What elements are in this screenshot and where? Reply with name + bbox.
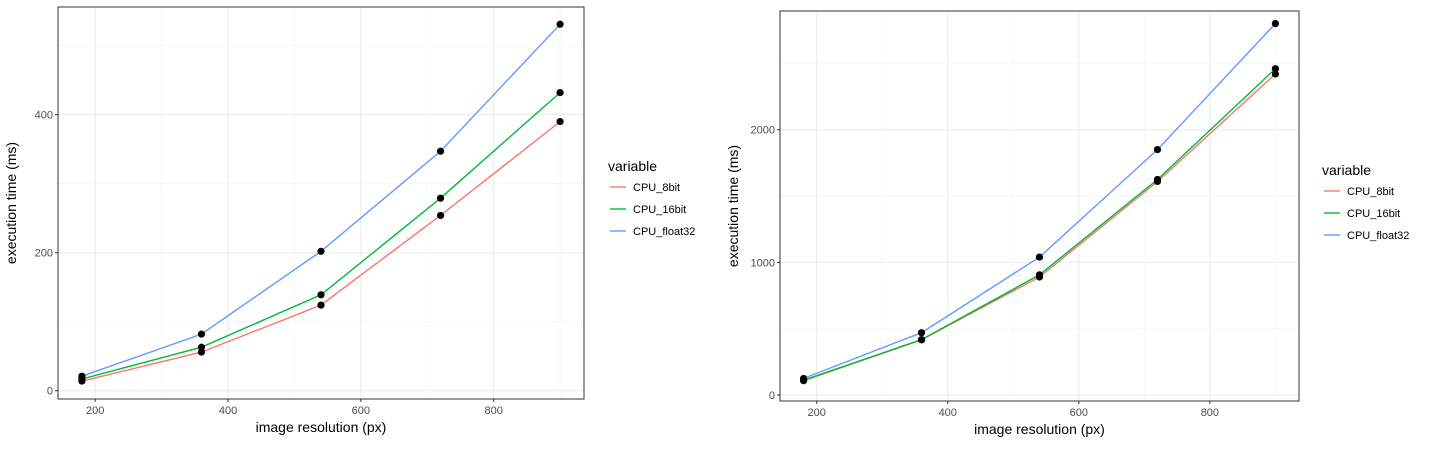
chart1-x-tick-label: 200: [86, 405, 104, 417]
chart2-legend: variable CPU_8bit CPU_16bit CPU_float32: [1322, 162, 1409, 242]
chart2-data-point-CPU_16bit: [1153, 175, 1162, 184]
chart2-series-line-CPU_float32: [803, 23, 1276, 380]
chart1-legend-label-CPU_8bit: CPU_8bit: [633, 182, 680, 194]
chart1-panel-border: [57, 6, 585, 400]
chart1-data-point-CPU_16bit: [556, 88, 564, 97]
chart1-y-tick-label: 0: [47, 386, 53, 398]
chart1-legend-title: variable: [608, 158, 657, 174]
chart2-data-point-CPU_float32: [1153, 146, 1162, 154]
chart2-y-tick-label: 1000: [751, 257, 775, 269]
chart1-data-point-CPU_8bit: [317, 301, 325, 309]
chart1-x-axis-title: image resolution (px): [256, 419, 387, 435]
chart2-y-tick-label: 0: [769, 390, 775, 402]
chart2-series-line-CPU_16bit: [803, 68, 1276, 381]
chart2-legend-title: variable: [1322, 162, 1371, 178]
chart1-data-point-CPU_float32: [556, 20, 564, 28]
chart2-x-tick-label: 800: [1201, 407, 1219, 419]
chart2-y-axis-title: execution time (ms): [725, 145, 741, 267]
chart2-legend-label-CPU_16bit: CPU_16bit: [1347, 208, 1400, 220]
chart1-data-point-CPU_float32: [317, 247, 325, 255]
chart1-y-tick-label: 400: [35, 110, 53, 122]
chart2-group: 200 400 600 800 0 1000 2000 image resolution (p…: [725, 10, 1409, 437]
chart1-legend-label-CPU_16bit: CPU_16bit: [633, 204, 686, 216]
chart1-x-tick-label: 400: [219, 405, 237, 417]
chart2-x-tick-label: 600: [1070, 407, 1088, 419]
chart1-series-line-CPU_16bit: [81, 92, 561, 380]
chart1-group: 200 400 600 800 0 200 400 image resolution (px)…: [3, 6, 695, 435]
chart1-y-tick-label: 200: [35, 248, 53, 260]
chart2-data-point-CPU_float32: [1271, 20, 1280, 28]
chart2-data-point-CPU_16bit: [1271, 65, 1280, 73]
chart1-data-point-CPU_float32: [436, 147, 445, 155]
chart1-data-point-CPU_float32: [197, 330, 206, 338]
chart2-x-tick-label: 400: [939, 407, 957, 419]
chart1-legend: variable CPU_8bit CPU_16bit CPU_float32: [608, 158, 695, 238]
chart2-y-tick-label: 2000: [751, 125, 775, 137]
chart2-legend-label-CPU_8bit: CPU_8bit: [1347, 186, 1394, 198]
chart2-data-point-CPU_float32: [1035, 253, 1044, 261]
chart1-data-point-CPU_16bit: [436, 194, 445, 202]
chart2-x-axis-title: image resolution (px): [974, 421, 1105, 437]
chart2-x-tick-label: 200: [808, 407, 826, 419]
chart2-panel-border: [779, 10, 1300, 402]
chart1-data-point-CPU_16bit: [317, 291, 325, 299]
chart1-legend-label-CPU_float32: CPU_float32: [633, 226, 695, 238]
chart1-data-point-CPU_float32: [78, 372, 86, 380]
chart2-data-point-CPU_float32: [917, 329, 926, 337]
chart2-data-point-CPU_float32: [799, 374, 808, 383]
chart1-x-tick-label: 800: [484, 405, 502, 417]
chart2-data-point-CPU_8bit: [1271, 70, 1280, 78]
chart1-data-point-CPU_8bit: [556, 117, 564, 126]
chart1-data-point-CPU_8bit: [436, 211, 445, 220]
chart2-legend-label-CPU_float32: CPU_float32: [1347, 230, 1409, 242]
chart2-data-point-CPU_16bit: [917, 335, 926, 344]
chart1-data-point-CPU_16bit: [197, 343, 206, 351]
chart1-series-line-CPU_float32: [81, 23, 561, 377]
chart1-x-tick-label: 600: [352, 405, 370, 417]
chart2-series-line-CPU_8bit: [803, 73, 1276, 382]
chart1-y-axis-title: execution time (ms): [3, 142, 19, 264]
chart2-data-point-CPU_16bit: [1035, 271, 1044, 279]
